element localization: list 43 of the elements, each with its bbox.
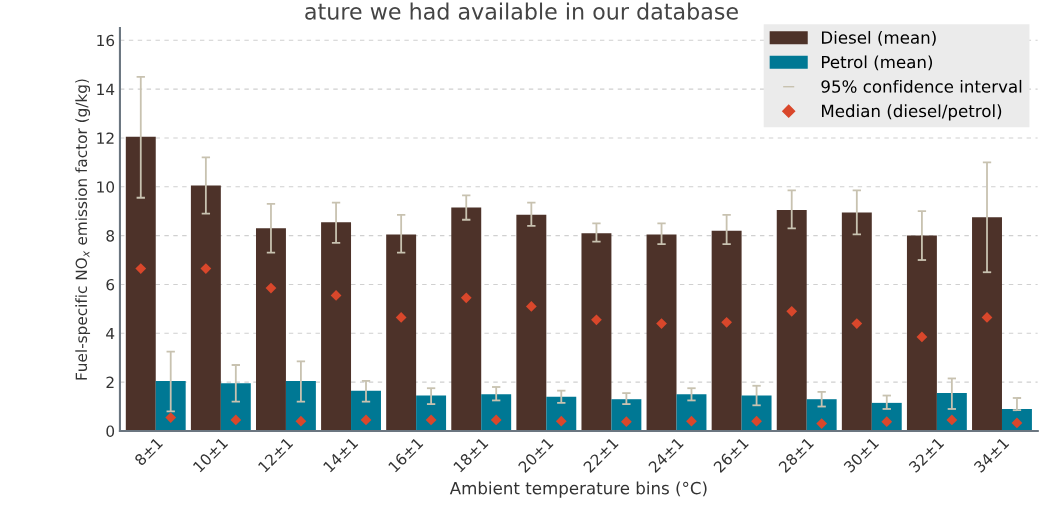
bar: [776, 209, 807, 431]
y-tick-label: 2: [106, 376, 114, 388]
bar: [481, 394, 512, 431]
bar: [936, 393, 967, 431]
y-tick-label: 12: [97, 132, 114, 144]
bar: [906, 235, 937, 431]
chart-title: ature we had available in our database: [305, 2, 738, 20]
bar: [285, 380, 316, 431]
annotation: 95% confidence interval: [821, 79, 1022, 93]
bar: [611, 399, 642, 431]
y-tick-label: 10: [97, 181, 115, 193]
legend-label: Petrol (mean): [822, 55, 933, 71]
bar: [841, 212, 872, 431]
bar: [416, 395, 447, 431]
y-tick-label: 4: [106, 327, 115, 340]
bar: [581, 233, 612, 431]
x-axis-title: Ambient temperature bins (°C): [449, 481, 707, 498]
legend-label: Median (diesel/petrol): [822, 104, 1002, 121]
y-axis-title: Fuel-specific NO$_{x}$ emission factor (g/kg): [75, 79, 91, 380]
bar: [516, 214, 547, 431]
bar: [321, 222, 352, 431]
bar: [451, 207, 482, 431]
bar: [806, 399, 837, 431]
bar: [546, 396, 577, 431]
bar: [255, 228, 286, 431]
y-tick-label: 16: [97, 34, 115, 47]
bar: [190, 185, 221, 431]
bar: [155, 380, 186, 431]
y-tick-label: 6: [106, 278, 115, 291]
bar: [676, 394, 707, 431]
legend-label: Diesel (mean): [822, 30, 936, 46]
bar: [351, 390, 381, 431]
bar: [711, 230, 742, 431]
bar: [386, 234, 417, 431]
y-tick-label: 14: [97, 83, 115, 95]
y-tick-label: 8: [106, 230, 115, 242]
bar: [646, 234, 677, 431]
bar: [125, 136, 156, 431]
bar: [220, 383, 251, 431]
bar: [741, 395, 772, 431]
bar: [972, 217, 1002, 431]
y-tick-label: 0: [106, 425, 115, 437]
bar: [871, 402, 902, 431]
